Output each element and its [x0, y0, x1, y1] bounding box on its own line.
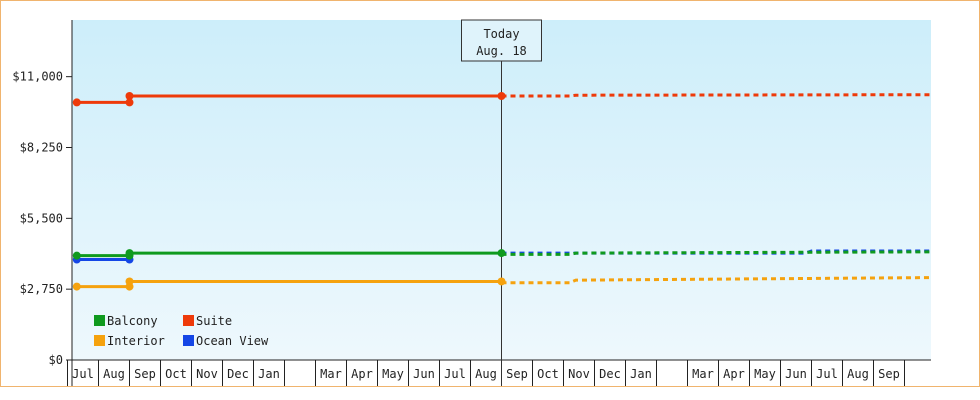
series-point-interior [497, 277, 506, 286]
y-tick-label: $11,000 [12, 70, 63, 84]
price-history-chart: $0 $2,750 $5,500 $8,250 $11,000 Jul Aug Sep Oct… [12, 19, 932, 386]
x-tick-label: Nov [196, 367, 218, 381]
x-tick-label: Nov [568, 367, 590, 381]
x-tick-label: Mar [692, 367, 714, 381]
x-tick-label: Jan [258, 367, 280, 381]
chart-frame: $0 $2,750 $5,500 $8,250 $11,000 Jul Aug Sep Oct… [0, 0, 980, 387]
x-tick-label: Aug [103, 367, 125, 381]
x-tick-label: Sep [134, 367, 156, 381]
x-tick-label: Jul [816, 367, 838, 381]
x-tick-label: Oct [537, 367, 559, 381]
legend-label: Interior [107, 334, 165, 348]
y-axis: $0 $2,750 $5,500 $8,250 $11,000 [12, 20, 73, 386]
x-tick-label: Aug [847, 367, 869, 381]
series-point-suite [497, 91, 506, 100]
x-tick-label: May [382, 367, 404, 381]
x-axis: Jul Aug Sep Oct Nov Dec Jan Mar Apr May Jun Jul Aug S… [67, 359, 931, 386]
legend-label: Balcony [107, 314, 158, 328]
today-box [461, 19, 542, 62]
x-tick-label: May [754, 367, 776, 381]
x-tick-label: Jan [630, 367, 652, 381]
series-point-balcony [497, 249, 506, 258]
legend-label: Suite [196, 314, 232, 328]
x-tick-label: Mar [320, 367, 342, 381]
x-tick-label: Sep [878, 367, 900, 381]
legend-swatch [183, 315, 194, 326]
series-point-interior [125, 277, 134, 286]
y-tick-label: $2,750 [20, 282, 63, 296]
x-tick-label: Oct [165, 367, 187, 381]
x-tick-label: Apr [351, 367, 373, 381]
y-tick-label: $5,500 [20, 211, 63, 225]
legend-swatch [94, 335, 105, 346]
today-marker: Today Aug. 18 [461, 19, 542, 386]
series-point-suite [125, 91, 134, 100]
legend-swatch [183, 335, 194, 346]
series-forecast-interior [501, 276, 932, 285]
series-point-interior [72, 282, 81, 291]
legend: Balcony Suite Interior Ocean View [94, 314, 269, 348]
x-tick-label: Aug [475, 367, 497, 381]
series-point-suite [125, 98, 134, 107]
legend-swatch [94, 315, 105, 326]
x-tick-label: Jul [444, 367, 466, 381]
x-tick-label: Jul [72, 367, 94, 381]
x-tick-label: Jun [413, 367, 435, 381]
y-tick-label: $0 [49, 353, 63, 367]
y-tick-label: $8,250 [20, 141, 63, 155]
series-point-balcony [125, 249, 134, 258]
x-tick-label: Apr [723, 367, 745, 381]
series-point-balcony [72, 251, 81, 260]
today-label: Today [483, 27, 519, 41]
x-tick-label: Dec [227, 367, 249, 381]
series-point-suite [72, 98, 81, 107]
today-date: Aug. 18 [476, 44, 527, 58]
legend-label: Ocean View [196, 334, 269, 348]
series-forecast-balcony [501, 250, 932, 256]
series-lines [72, 91, 932, 291]
x-tick-label: Dec [599, 367, 621, 381]
x-tick-label: Sep [506, 367, 528, 381]
x-tick-label: Jun [785, 367, 807, 381]
